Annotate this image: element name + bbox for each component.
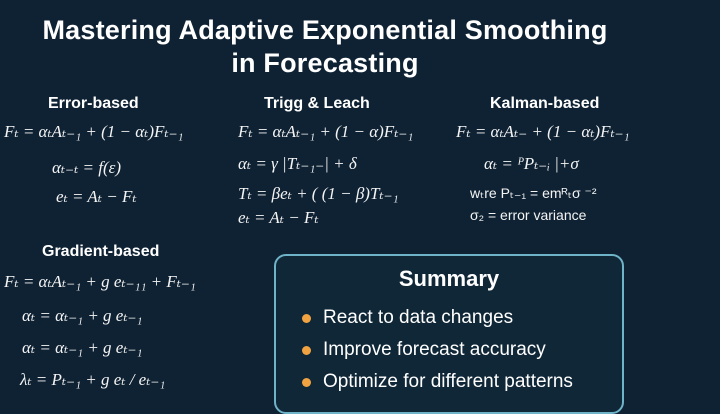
summary-item-label: Improve forecast accuracy <box>323 339 546 360</box>
equation: Tₜ = βeₜ + ( (1 − β)Tₜ₋₁ <box>238 184 399 203</box>
bullet-dot-icon <box>302 377 311 387</box>
equation: Fₜ = αₜAₜ₋ + (1 − αₜ)Fₜ₋₁ <box>456 122 630 141</box>
summary-title: Summary <box>398 266 500 291</box>
equation: αₜ = γ |Tₜ₋₁₋| + δ <box>238 154 357 173</box>
equation: λₜ = Pₜ₋₁ + g eₜ / eₜ₋₁ <box>20 370 166 389</box>
equation: eₜ = Aₜ − Fₜ <box>56 187 137 206</box>
title-line-1: Mastering Adaptive Exponential Smoothing <box>42 15 608 45</box>
equation: Fₜ = αₜAₜ₋₁ + (1 − α)Fₜ₋₁ <box>238 122 414 141</box>
equation: Fₜ = αₜAₜ₋₁ + g eₜ₋₁₁ + Fₜ₋₁ <box>4 272 196 291</box>
heading-gradient-based: Gradient-based <box>42 243 160 260</box>
bullet-dot-icon <box>302 313 311 323</box>
summary-item-label: Optimize for different patterns <box>323 371 573 392</box>
equation: αₜ₋ₜ = f(ε) <box>52 158 121 177</box>
kalman-note: wₜre Pₜ₋₁ = emᴿₜσ ⁻² <box>470 185 597 201</box>
equation: eₜ = Aₜ − Fₜ <box>238 208 319 227</box>
heading-kalman-based: Kalman-based <box>490 95 600 112</box>
summary-list: React to data changes Improve forecast a… <box>302 302 573 398</box>
bullet-dot-icon <box>302 345 311 355</box>
equation: Fₜ = αₜAₜ₋₁ + (1 − αₜ)Fₜ₋₁ <box>4 122 184 141</box>
summary-item-label: React to data changes <box>323 307 514 328</box>
heading-trigg-leach: Trigg & Leach <box>264 95 370 112</box>
summary-box: Summary React to data changes Improve fo… <box>274 254 624 414</box>
heading-error-based: Error-based <box>48 95 139 112</box>
kalman-note: σ₂ = error variance <box>470 207 587 223</box>
summary-item: React to data changes <box>302 302 573 334</box>
equation: αₜ = αₜ₋₁ + g eₜ₋₁ <box>22 306 143 325</box>
summary-item: Optimize for different patterns <box>302 366 573 398</box>
title-line-2: in Forecasting <box>231 48 419 78</box>
summary-item: Improve forecast accuracy <box>302 334 573 366</box>
equation: αₜ = ᴾPₜ₋ᵢ |+σ <box>484 154 579 173</box>
equation: αₜ = αₜ₋₁ + g eₜ₋₁ <box>22 338 143 357</box>
slide-title: Mastering Adaptive Exponential Smoothing… <box>0 14 650 80</box>
